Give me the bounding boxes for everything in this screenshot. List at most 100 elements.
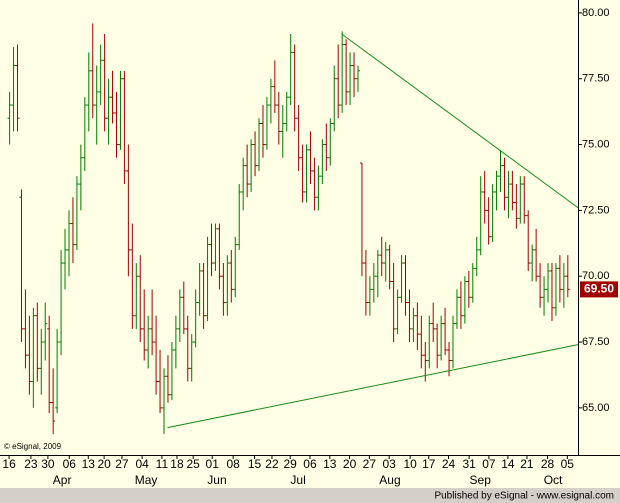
- ohlc-bar: [312, 157, 317, 211]
- ohlc-bar: [181, 281, 186, 335]
- ohlc-bar: [193, 289, 198, 348]
- ohlc-bar: [229, 249, 234, 303]
- x-tick-label: 15: [248, 457, 262, 471]
- ohlc-bar: [352, 52, 357, 98]
- ohlc-bar: [260, 105, 265, 158]
- ohlc-bar: [474, 236, 479, 277]
- ohlc-bar: [375, 249, 380, 298]
- ohlc-bar: [74, 176, 79, 250]
- ohlc-bar: [118, 70, 123, 150]
- ohlc-bar: [280, 105, 285, 158]
- x-tick-label: 16: [2, 457, 16, 471]
- x-tick-label: 21: [520, 457, 534, 471]
- ohlc-bar: [70, 197, 75, 264]
- x-tick-label: 29: [284, 457, 298, 471]
- ohlc-bar: [490, 184, 495, 242]
- ohlc-bar: [443, 307, 448, 356]
- ohlc-bar: [51, 368, 56, 435]
- ohlc-bar: [395, 289, 400, 335]
- ohlc-bar: [66, 210, 71, 277]
- x-tick-label: 20: [97, 457, 111, 471]
- month-label: May: [135, 473, 158, 487]
- ohlc-bar: [454, 289, 459, 329]
- ohlc-bar: [435, 323, 440, 369]
- x-tick-label: 22: [265, 457, 279, 471]
- ohlc-bar: [506, 170, 511, 219]
- ohlc-bar: [316, 165, 321, 211]
- trendline: [167, 344, 579, 429]
- ohlc-bar: [510, 170, 515, 211]
- x-tick-label: 10: [403, 457, 417, 471]
- ohlc-bar: [138, 255, 143, 343]
- ohlc-bar: [458, 281, 463, 329]
- ohlc-bar: [538, 263, 543, 308]
- ohlc-bar: [336, 44, 341, 119]
- ohlc-bar: [158, 349, 163, 414]
- month-label: Sep: [470, 473, 492, 487]
- month-label: Apr: [53, 473, 72, 487]
- ohlc-bar: [292, 44, 297, 132]
- ohlc-bar: [379, 236, 384, 277]
- ohlc-bar: [94, 65, 99, 145]
- ohlc-bar: [284, 91, 289, 132]
- x-tick-label: 13: [323, 457, 337, 471]
- last-price-box: [580, 281, 618, 298]
- footer-bar: [0, 488, 620, 503]
- ohlc-bar: [466, 270, 471, 308]
- trendline: [341, 33, 579, 209]
- ohlc-bar: [296, 105, 301, 171]
- ohlc-bar: [514, 184, 519, 229]
- y-tick-label: 72.50: [582, 204, 610, 216]
- ohlc-bar: [415, 302, 420, 350]
- ohlc-bar: [431, 302, 436, 343]
- ohlc-bar: [363, 249, 368, 316]
- ohlc-bar: [213, 223, 218, 271]
- x-tick-label: 23: [24, 457, 38, 471]
- ohlc-bar: [55, 328, 60, 414]
- y-tick-label: 65.00: [582, 402, 610, 414]
- ohlc-bar: [249, 139, 254, 192]
- last-price-label: 69.50: [584, 282, 614, 296]
- x-tick-label: 30: [41, 457, 55, 471]
- ohlc-bar: [130, 223, 135, 329]
- ohlc-bar: [549, 263, 554, 321]
- ohlc-bar: [209, 223, 214, 277]
- ohlc-bar: [233, 236, 238, 298]
- x-tick-label: 18: [170, 457, 184, 471]
- ohlc-bar: [403, 255, 408, 316]
- ohlc-bar: [498, 149, 503, 192]
- month-label: Jun: [207, 473, 226, 487]
- ohlc-bar: [82, 97, 87, 171]
- ohlc-bar: [162, 368, 167, 435]
- ohlc-bar: [308, 131, 313, 185]
- x-tick-label: 06: [303, 457, 317, 471]
- month-label: Aug: [379, 473, 400, 487]
- ohlc-bar: [427, 315, 432, 369]
- x-tick-label: 05: [561, 457, 575, 471]
- ohlc-bar: [122, 70, 127, 185]
- ohlc-bar: [217, 223, 222, 290]
- ohlc-bar: [154, 315, 159, 395]
- ohlc-bar: [257, 118, 262, 171]
- ohlc-bar: [419, 315, 424, 369]
- ohlc-bar: [19, 189, 24, 343]
- ohlc-bar: [561, 263, 566, 308]
- ohlc-bar: [98, 44, 103, 106]
- ohlc-bar: [23, 289, 28, 369]
- x-tick-label: 04: [135, 457, 149, 471]
- ohlc-bar: [63, 228, 68, 290]
- x-tick-label: 08: [226, 457, 240, 471]
- ohlc-bar: [102, 33, 107, 132]
- ohlc-bar: [482, 170, 487, 224]
- background: [0, 0, 620, 488]
- footer: Published by eSignal - www.esignal.com: [434, 491, 614, 502]
- ohlc-bar: [245, 144, 250, 198]
- ohlc-bar: [47, 315, 52, 414]
- ohlc-bar: [300, 144, 305, 203]
- ohlc-bar: [142, 289, 147, 361]
- x-tick-label: 01: [206, 457, 220, 471]
- ohlc-bar: [264, 97, 269, 150]
- x-tick-label: 17: [422, 457, 436, 471]
- ohlc-bar: [534, 228, 539, 282]
- ohlc-bar: [7, 91, 12, 145]
